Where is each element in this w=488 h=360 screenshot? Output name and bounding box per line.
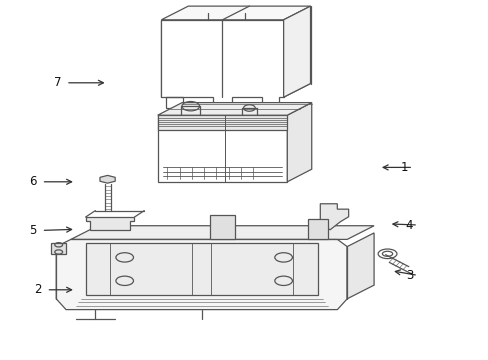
Text: 7: 7 <box>54 76 61 89</box>
Polygon shape <box>85 243 317 295</box>
Polygon shape <box>85 217 134 230</box>
Text: 6: 6 <box>29 175 37 188</box>
Polygon shape <box>100 175 115 183</box>
Polygon shape <box>157 103 311 115</box>
Polygon shape <box>157 115 287 130</box>
Polygon shape <box>161 6 310 20</box>
Text: 1: 1 <box>400 161 407 174</box>
Text: 4: 4 <box>405 219 412 231</box>
Polygon shape <box>307 219 327 239</box>
Polygon shape <box>161 20 283 108</box>
Polygon shape <box>283 6 310 97</box>
Text: 2: 2 <box>34 283 41 296</box>
Polygon shape <box>51 243 66 254</box>
Text: 5: 5 <box>29 224 37 237</box>
Text: 3: 3 <box>405 269 412 282</box>
Polygon shape <box>320 204 348 230</box>
Polygon shape <box>210 215 234 239</box>
Polygon shape <box>56 239 346 310</box>
Polygon shape <box>71 226 373 239</box>
Polygon shape <box>287 103 311 182</box>
Polygon shape <box>157 115 287 182</box>
Polygon shape <box>346 233 373 299</box>
